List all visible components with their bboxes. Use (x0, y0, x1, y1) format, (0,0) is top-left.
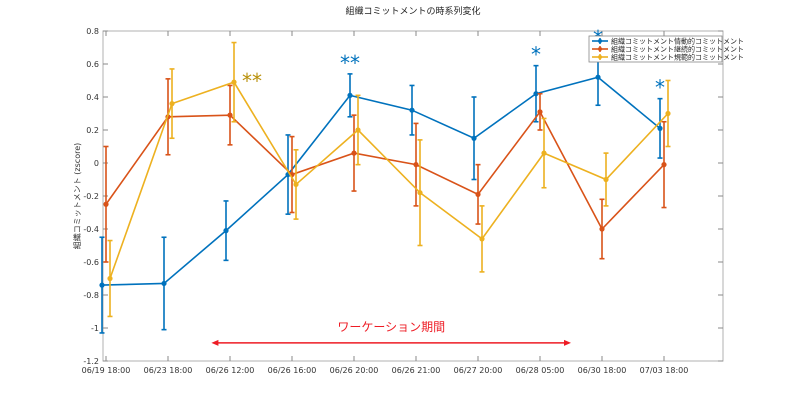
x-tick-label: 06/28 05:00 (516, 366, 565, 375)
data-point (533, 91, 539, 97)
data-point (99, 282, 105, 288)
y-tick-label: -0.4 (83, 225, 99, 234)
data-point (293, 181, 299, 188)
series-0 (99, 48, 663, 334)
legend-box (588, 35, 723, 63)
series-line (105, 110, 665, 231)
y-tick-label: -0.2 (83, 192, 99, 201)
x-tick-label: 06/30 18:00 (578, 366, 627, 375)
legend-swatch-marker (598, 39, 602, 43)
data-point (603, 176, 609, 183)
data-point (347, 92, 353, 98)
data-point (479, 236, 485, 242)
period-annotation: ワーケーション期間 (211, 320, 571, 346)
legend: 組織コミットメント情動的コミットメント組織コミットメント継続的コミットメント組織… (588, 35, 744, 63)
legend-swatch-marker (598, 47, 602, 51)
x-tick-label: 06/27 20:00 (454, 366, 503, 375)
data-point (103, 201, 109, 207)
y-axis-label: 組織コミットメント (zscore) (72, 143, 82, 249)
data-point (409, 107, 415, 113)
significance-marker: * (531, 43, 541, 67)
period-label: ワーケーション期間 (337, 320, 445, 334)
series-group (99, 41, 671, 334)
data-point (355, 127, 361, 133)
data-point (227, 112, 233, 118)
data-point (413, 162, 419, 168)
data-point (223, 228, 229, 234)
data-point (475, 191, 481, 197)
legend-label: 組織コミットメント規範的コミットメント (611, 53, 744, 62)
data-point (107, 275, 113, 282)
y-tick-label: 0.8 (86, 27, 99, 36)
chart-title: 組織コミットメントの時系列変化 (345, 5, 480, 17)
data-point (537, 109, 543, 115)
series-1 (103, 78, 667, 263)
data-point (657, 125, 663, 131)
y-tick-label: -1 (91, 324, 99, 333)
data-point (169, 101, 175, 107)
data-point (351, 150, 357, 156)
y-tick-label: 0.6 (86, 60, 99, 69)
series-line (109, 81, 669, 279)
significance-marker: ** (340, 51, 360, 75)
data-point (665, 110, 671, 117)
x-tick-label: 06/26 20:00 (330, 366, 379, 375)
x-tick-label: 06/26 16:00 (268, 366, 317, 375)
legend-label: 組織コミットメント継続的コミットメント (611, 45, 744, 54)
series-2 (107, 41, 671, 318)
y-tick-label: -0.8 (83, 291, 99, 300)
data-point (231, 79, 237, 85)
x-tick-label: 06/19 18:00 (82, 366, 131, 375)
period-arrow-right-head (564, 339, 571, 346)
data-point (661, 162, 667, 168)
y-axis: 0.8 0.6 0.4 0.2 0 -0.2 -0.4 -0.6 -0.8 -1 -1.2 (83, 27, 723, 366)
period-arrow-left-head (211, 339, 219, 346)
data-point (471, 135, 477, 141)
data-point (417, 190, 423, 196)
x-axis: 06/19 18:00 06/23 18:00 06/26 12:00 06/26 1… (82, 31, 689, 375)
data-point (541, 150, 547, 156)
series-line (101, 76, 661, 286)
significance-marker: ** (242, 69, 262, 93)
legend-swatch-marker (598, 55, 602, 59)
y-tick-label: -1.2 (83, 357, 99, 366)
data-point (161, 280, 167, 287)
y-tick-label: 0.2 (86, 126, 99, 135)
x-tick-label: 06/26 21:00 (392, 366, 441, 375)
data-point (595, 74, 601, 80)
legend-label: 組織コミットメント情動的コミットメント (611, 37, 744, 46)
x-tick-label: 07/03 18:00 (640, 366, 689, 375)
significance-marker: * (655, 76, 665, 100)
y-tick-label: 0.4 (86, 93, 99, 102)
y-tick-label: 0 (94, 159, 99, 168)
x-tick-label: 06/26 12:00 (206, 366, 255, 375)
plot-area (102, 30, 724, 362)
data-point (599, 226, 605, 232)
x-tick-label: 06/23 18:00 (144, 366, 193, 375)
y-tick-label: -0.6 (83, 258, 99, 267)
